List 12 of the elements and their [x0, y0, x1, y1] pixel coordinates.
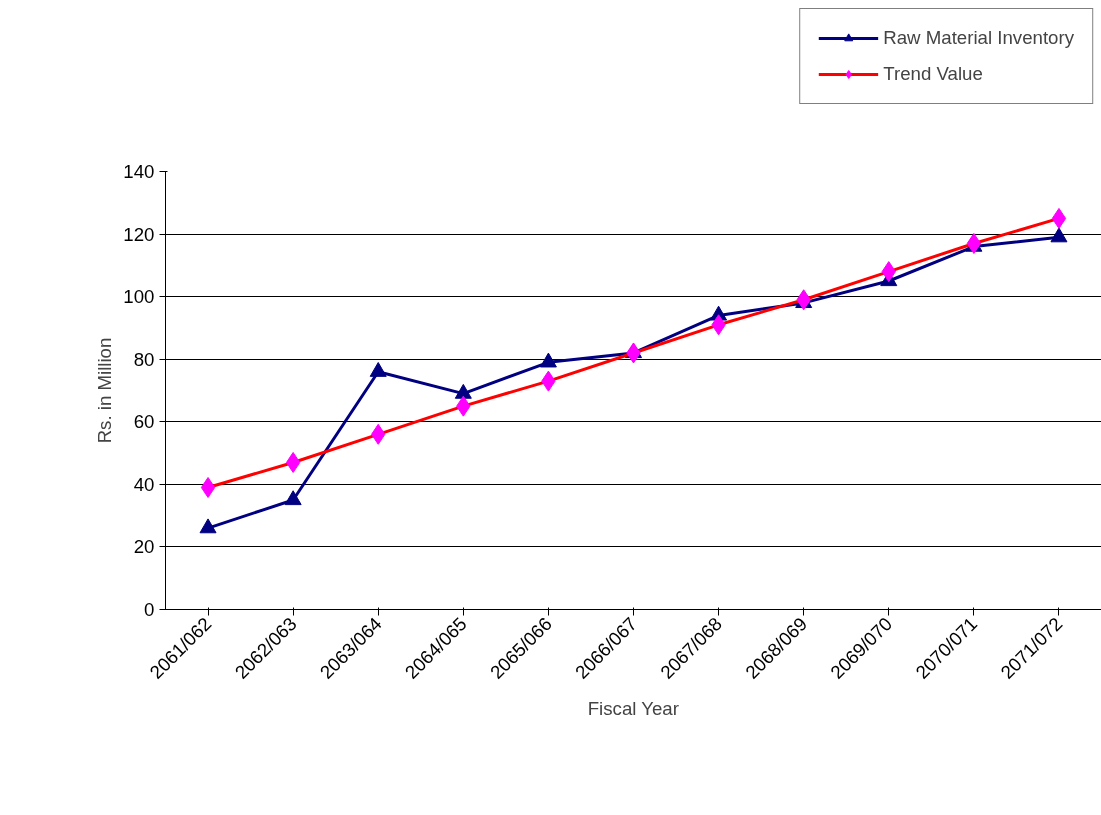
y-axis-title: Rs. in Million [94, 337, 116, 444]
legend-label: Raw Material Inventory [883, 27, 1074, 49]
y-tick-label: 0 [144, 599, 155, 620]
y-tick-label: 80 [133, 348, 155, 370]
y-tick-label: 20 [133, 536, 155, 558]
x-axis-title: Fiscal Year [587, 698, 679, 720]
y-tick-label: 140 [123, 161, 155, 182]
y-tick-label: 100 [123, 286, 155, 308]
legend-label: Trend Value [883, 63, 983, 85]
y-tick-label: 120 [123, 223, 155, 245]
y-tick-label: 40 [133, 473, 155, 495]
y-tick-label: 60 [133, 411, 155, 433]
